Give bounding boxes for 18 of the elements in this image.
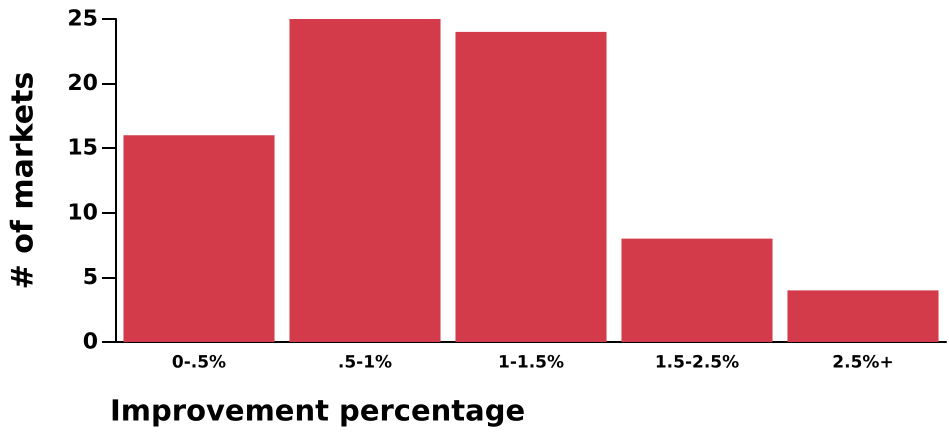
- y-tick-label: 15: [67, 136, 98, 161]
- y-tick-label: 0: [82, 330, 98, 354]
- bar: [621, 238, 773, 342]
- y-tick-label: 20: [67, 71, 98, 96]
- bar: [787, 290, 939, 342]
- y-axis-title: # of markets: [6, 72, 40, 290]
- x-tick-label: .5-1%: [338, 352, 392, 372]
- x-axis-title: Improvement percentage: [110, 394, 526, 428]
- x-tick-label: 1-1.5%: [498, 352, 564, 372]
- x-tick-label: 1.5-2.5%: [654, 352, 740, 372]
- y-tick-label: 10: [67, 200, 98, 226]
- y-tick-label: 25: [67, 6, 98, 32]
- bar: [455, 32, 607, 342]
- x-tick-label: 2.5%+: [832, 352, 894, 372]
- bar: [123, 135, 275, 342]
- x-tick-label: 0-.5%: [172, 352, 226, 372]
- y-tick-label: 5: [82, 264, 98, 290]
- bar: [289, 19, 441, 342]
